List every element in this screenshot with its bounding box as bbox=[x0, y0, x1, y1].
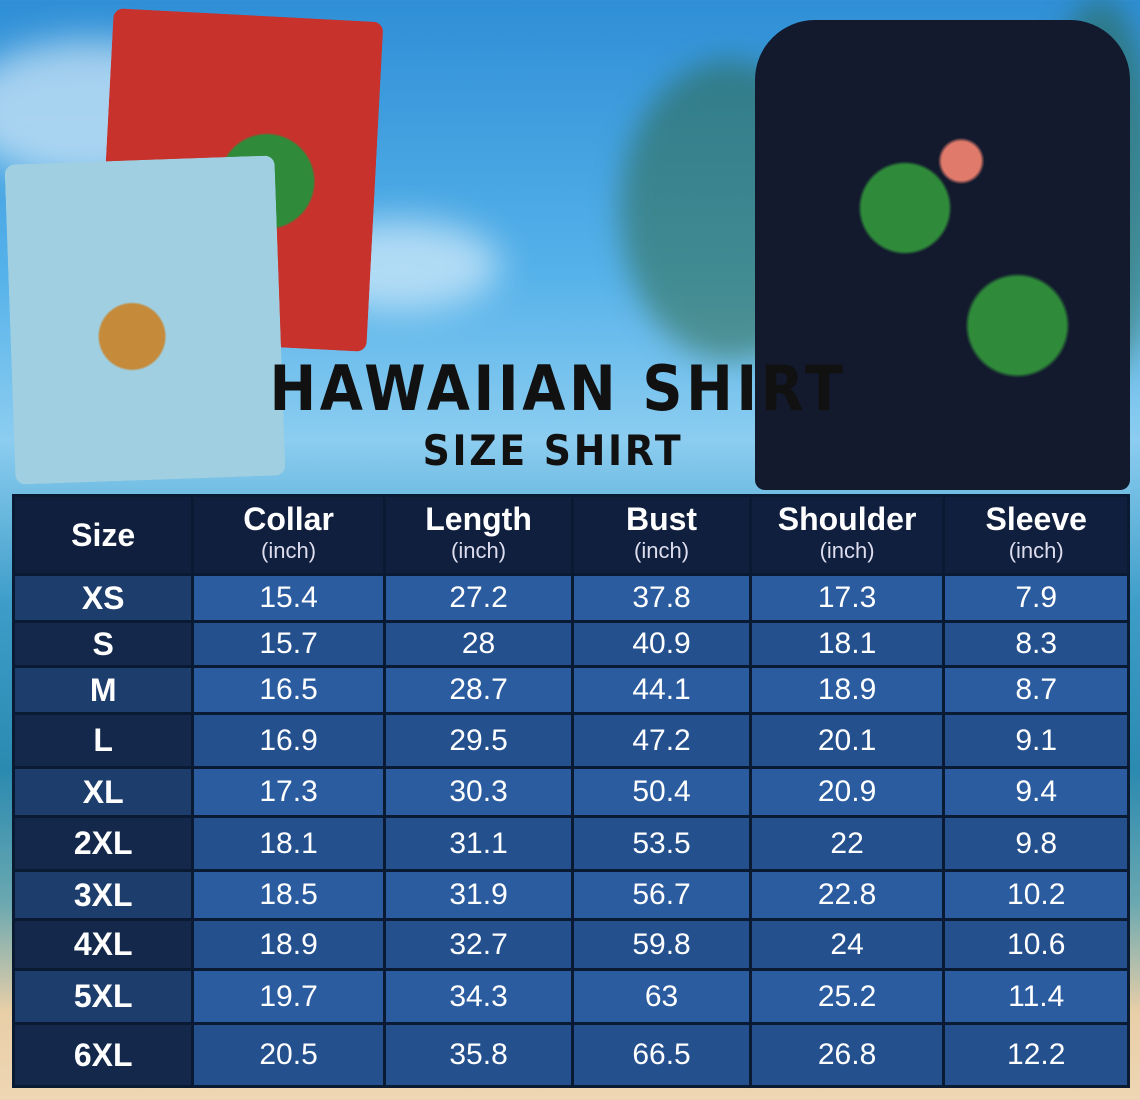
measurement-cell: 27.2 bbox=[382, 573, 575, 623]
measurement-cell: 47.2 bbox=[571, 712, 752, 769]
column-header-bust: Bust (inch) bbox=[571, 494, 752, 576]
size-cell: 4XL bbox=[11, 918, 195, 971]
header-unit: (inch) bbox=[451, 538, 507, 563]
header-label: Bust bbox=[625, 501, 698, 537]
measurement-cell: 53.5 bbox=[571, 815, 752, 872]
table-header-row: Size Collar (inch) Length (inch) Bust (inch) Sh… bbox=[11, 494, 1130, 576]
measurement-cell: 9.4 bbox=[942, 766, 1130, 818]
measurement-cell: 20.5 bbox=[191, 1022, 386, 1088]
measurement-cell: 25.2 bbox=[748, 968, 946, 1025]
size-cell: XL bbox=[11, 766, 195, 818]
size-cell: L bbox=[11, 712, 195, 769]
table-row: XS 15.4 27.2 37.8 17.3 7.9 bbox=[11, 573, 1130, 623]
header-label: Collar bbox=[243, 501, 334, 537]
model-flamingo-shirt-image bbox=[755, 20, 1130, 490]
measurement-cell: 18.5 bbox=[191, 869, 386, 921]
measurement-cell: 31.9 bbox=[382, 869, 575, 921]
measurement-cell: 8.3 bbox=[942, 620, 1130, 668]
measurement-cell: 56.7 bbox=[571, 869, 752, 921]
measurement-cell: 66.5 bbox=[571, 1022, 752, 1088]
measurement-cell: 50.4 bbox=[571, 766, 752, 818]
header-unit: (inch) bbox=[819, 538, 875, 563]
measurement-cell: 28 bbox=[382, 620, 575, 668]
measurement-cell: 15.7 bbox=[191, 620, 386, 668]
header-label: Size bbox=[71, 517, 136, 553]
measurement-cell: 18.1 bbox=[748, 620, 946, 668]
table-row: 5XL 19.7 34.3 63 25.2 11.4 bbox=[11, 968, 1130, 1025]
table-row: XL 17.3 30.3 50.4 20.9 9.4 bbox=[11, 766, 1130, 818]
measurement-cell: 37.8 bbox=[571, 573, 752, 623]
measurement-cell: 40.9 bbox=[571, 620, 752, 668]
measurement-cell: 20.1 bbox=[748, 712, 946, 769]
measurement-cell: 29.5 bbox=[382, 712, 575, 769]
measurement-cell: 10.2 bbox=[942, 869, 1130, 921]
measurement-cell: 10.6 bbox=[942, 918, 1130, 971]
table-row: M 16.5 28.7 44.1 18.9 8.7 bbox=[11, 665, 1130, 715]
header-unit: (inch) bbox=[1008, 538, 1064, 563]
measurement-cell: 8.7 bbox=[942, 665, 1130, 715]
measurement-cell: 18.9 bbox=[191, 918, 386, 971]
table-row: 4XL 18.9 32.7 59.8 24 10.6 bbox=[11, 918, 1130, 971]
measurement-cell: 20.9 bbox=[748, 766, 946, 818]
column-header-collar: Collar (inch) bbox=[191, 494, 386, 576]
page-subtitle: SIZE SHIRT bbox=[422, 426, 684, 475]
measurement-cell: 16.9 bbox=[191, 712, 386, 769]
size-cell: 3XL bbox=[11, 869, 195, 921]
table-row: 6XL 20.5 35.8 66.5 26.8 12.2 bbox=[11, 1022, 1130, 1088]
size-cell: 2XL bbox=[11, 815, 195, 872]
measurement-cell: 12.2 bbox=[942, 1022, 1130, 1088]
measurement-cell: 18.9 bbox=[748, 665, 946, 715]
size-cell: M bbox=[11, 665, 195, 715]
size-cell: S bbox=[11, 620, 195, 668]
header-label: Length bbox=[425, 501, 532, 537]
measurement-cell: 32.7 bbox=[382, 918, 575, 971]
table-row: 2XL 18.1 31.1 53.5 22 9.8 bbox=[11, 815, 1130, 872]
measurement-cell: 22 bbox=[748, 815, 946, 872]
table-row: S 15.7 28 40.9 18.1 8.3 bbox=[11, 620, 1130, 668]
header-label: Shoulder bbox=[777, 501, 917, 537]
measurement-cell: 9.8 bbox=[942, 815, 1130, 872]
measurement-cell: 17.3 bbox=[748, 573, 946, 623]
size-cell: XS bbox=[11, 573, 195, 623]
measurement-cell: 15.4 bbox=[191, 573, 386, 623]
measurement-cell: 22.8 bbox=[748, 869, 946, 921]
column-header-size: Size bbox=[11, 494, 195, 576]
measurement-cell: 7.9 bbox=[942, 573, 1130, 623]
measurement-cell: 16.5 bbox=[191, 665, 386, 715]
measurement-cell: 63 bbox=[571, 968, 752, 1025]
header-unit: (inch) bbox=[261, 538, 317, 563]
measurement-cell: 24 bbox=[748, 918, 946, 971]
size-cell: 5XL bbox=[11, 968, 195, 1025]
measurement-cell: 44.1 bbox=[571, 665, 752, 715]
column-header-sleeve: Sleeve (inch) bbox=[942, 494, 1130, 576]
page-title: HAWAIIAN SHIRT bbox=[269, 352, 847, 425]
measurement-cell: 9.1 bbox=[942, 712, 1130, 769]
table-row: L 16.9 29.5 47.2 20.1 9.1 bbox=[11, 712, 1130, 769]
header-label: Sleeve bbox=[985, 501, 1087, 537]
table-row: 3XL 18.5 31.9 56.7 22.8 10.2 bbox=[11, 869, 1130, 921]
measurement-cell: 28.7 bbox=[382, 665, 575, 715]
measurement-cell: 26.8 bbox=[748, 1022, 946, 1088]
measurement-cell: 18.1 bbox=[191, 815, 386, 872]
size-cell: 6XL bbox=[11, 1022, 195, 1088]
measurement-cell: 34.3 bbox=[382, 968, 575, 1025]
measurement-cell: 31.1 bbox=[382, 815, 575, 872]
measurement-cell: 35.8 bbox=[382, 1022, 575, 1088]
size-chart-table: Size Collar (inch) Length (inch) Bust (inch) Sh… bbox=[11, 494, 1130, 1088]
column-header-shoulder: Shoulder (inch) bbox=[748, 494, 946, 576]
measurement-cell: 59.8 bbox=[571, 918, 752, 971]
measurement-cell: 30.3 bbox=[382, 766, 575, 818]
measurement-cell: 11.4 bbox=[942, 968, 1130, 1025]
measurement-cell: 17.3 bbox=[191, 766, 386, 818]
measurement-cell: 19.7 bbox=[191, 968, 386, 1025]
header-unit: (inch) bbox=[634, 538, 690, 563]
column-header-length: Length (inch) bbox=[382, 494, 575, 576]
